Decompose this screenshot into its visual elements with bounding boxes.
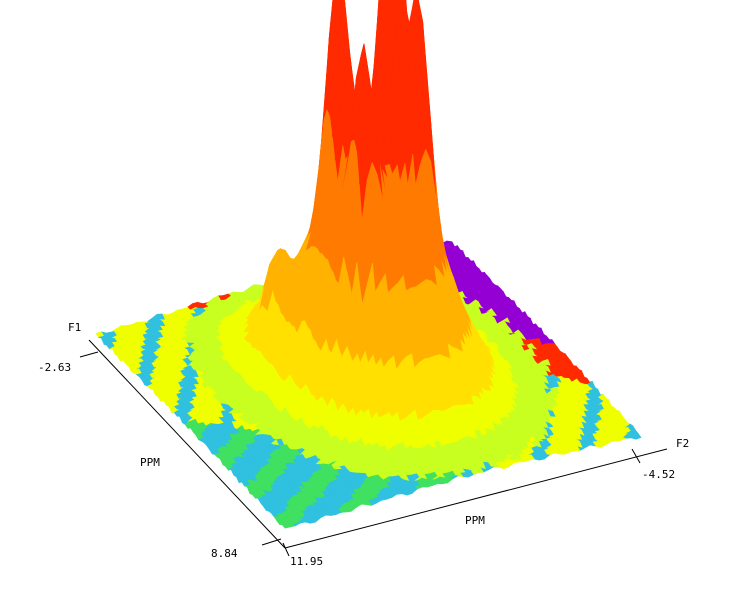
- f1-unit-label: PPM: [140, 456, 160, 469]
- f2-unit-label: PPM: [465, 514, 485, 527]
- f1-end-label: 8.84: [211, 547, 238, 560]
- f1-end-tick: [261, 538, 282, 546]
- f1-start-tick: [79, 351, 99, 358]
- surface-mesh: [95, 0, 642, 529]
- f2-end-label: -4.52: [642, 468, 675, 481]
- f2-start-tick: [282, 542, 290, 557]
- f2-start-label: 11.95: [290, 555, 323, 568]
- f1-axis-name: F1: [68, 321, 81, 334]
- f2-axis-name: F2: [676, 437, 689, 450]
- f1-start-label: -2.63: [38, 361, 71, 374]
